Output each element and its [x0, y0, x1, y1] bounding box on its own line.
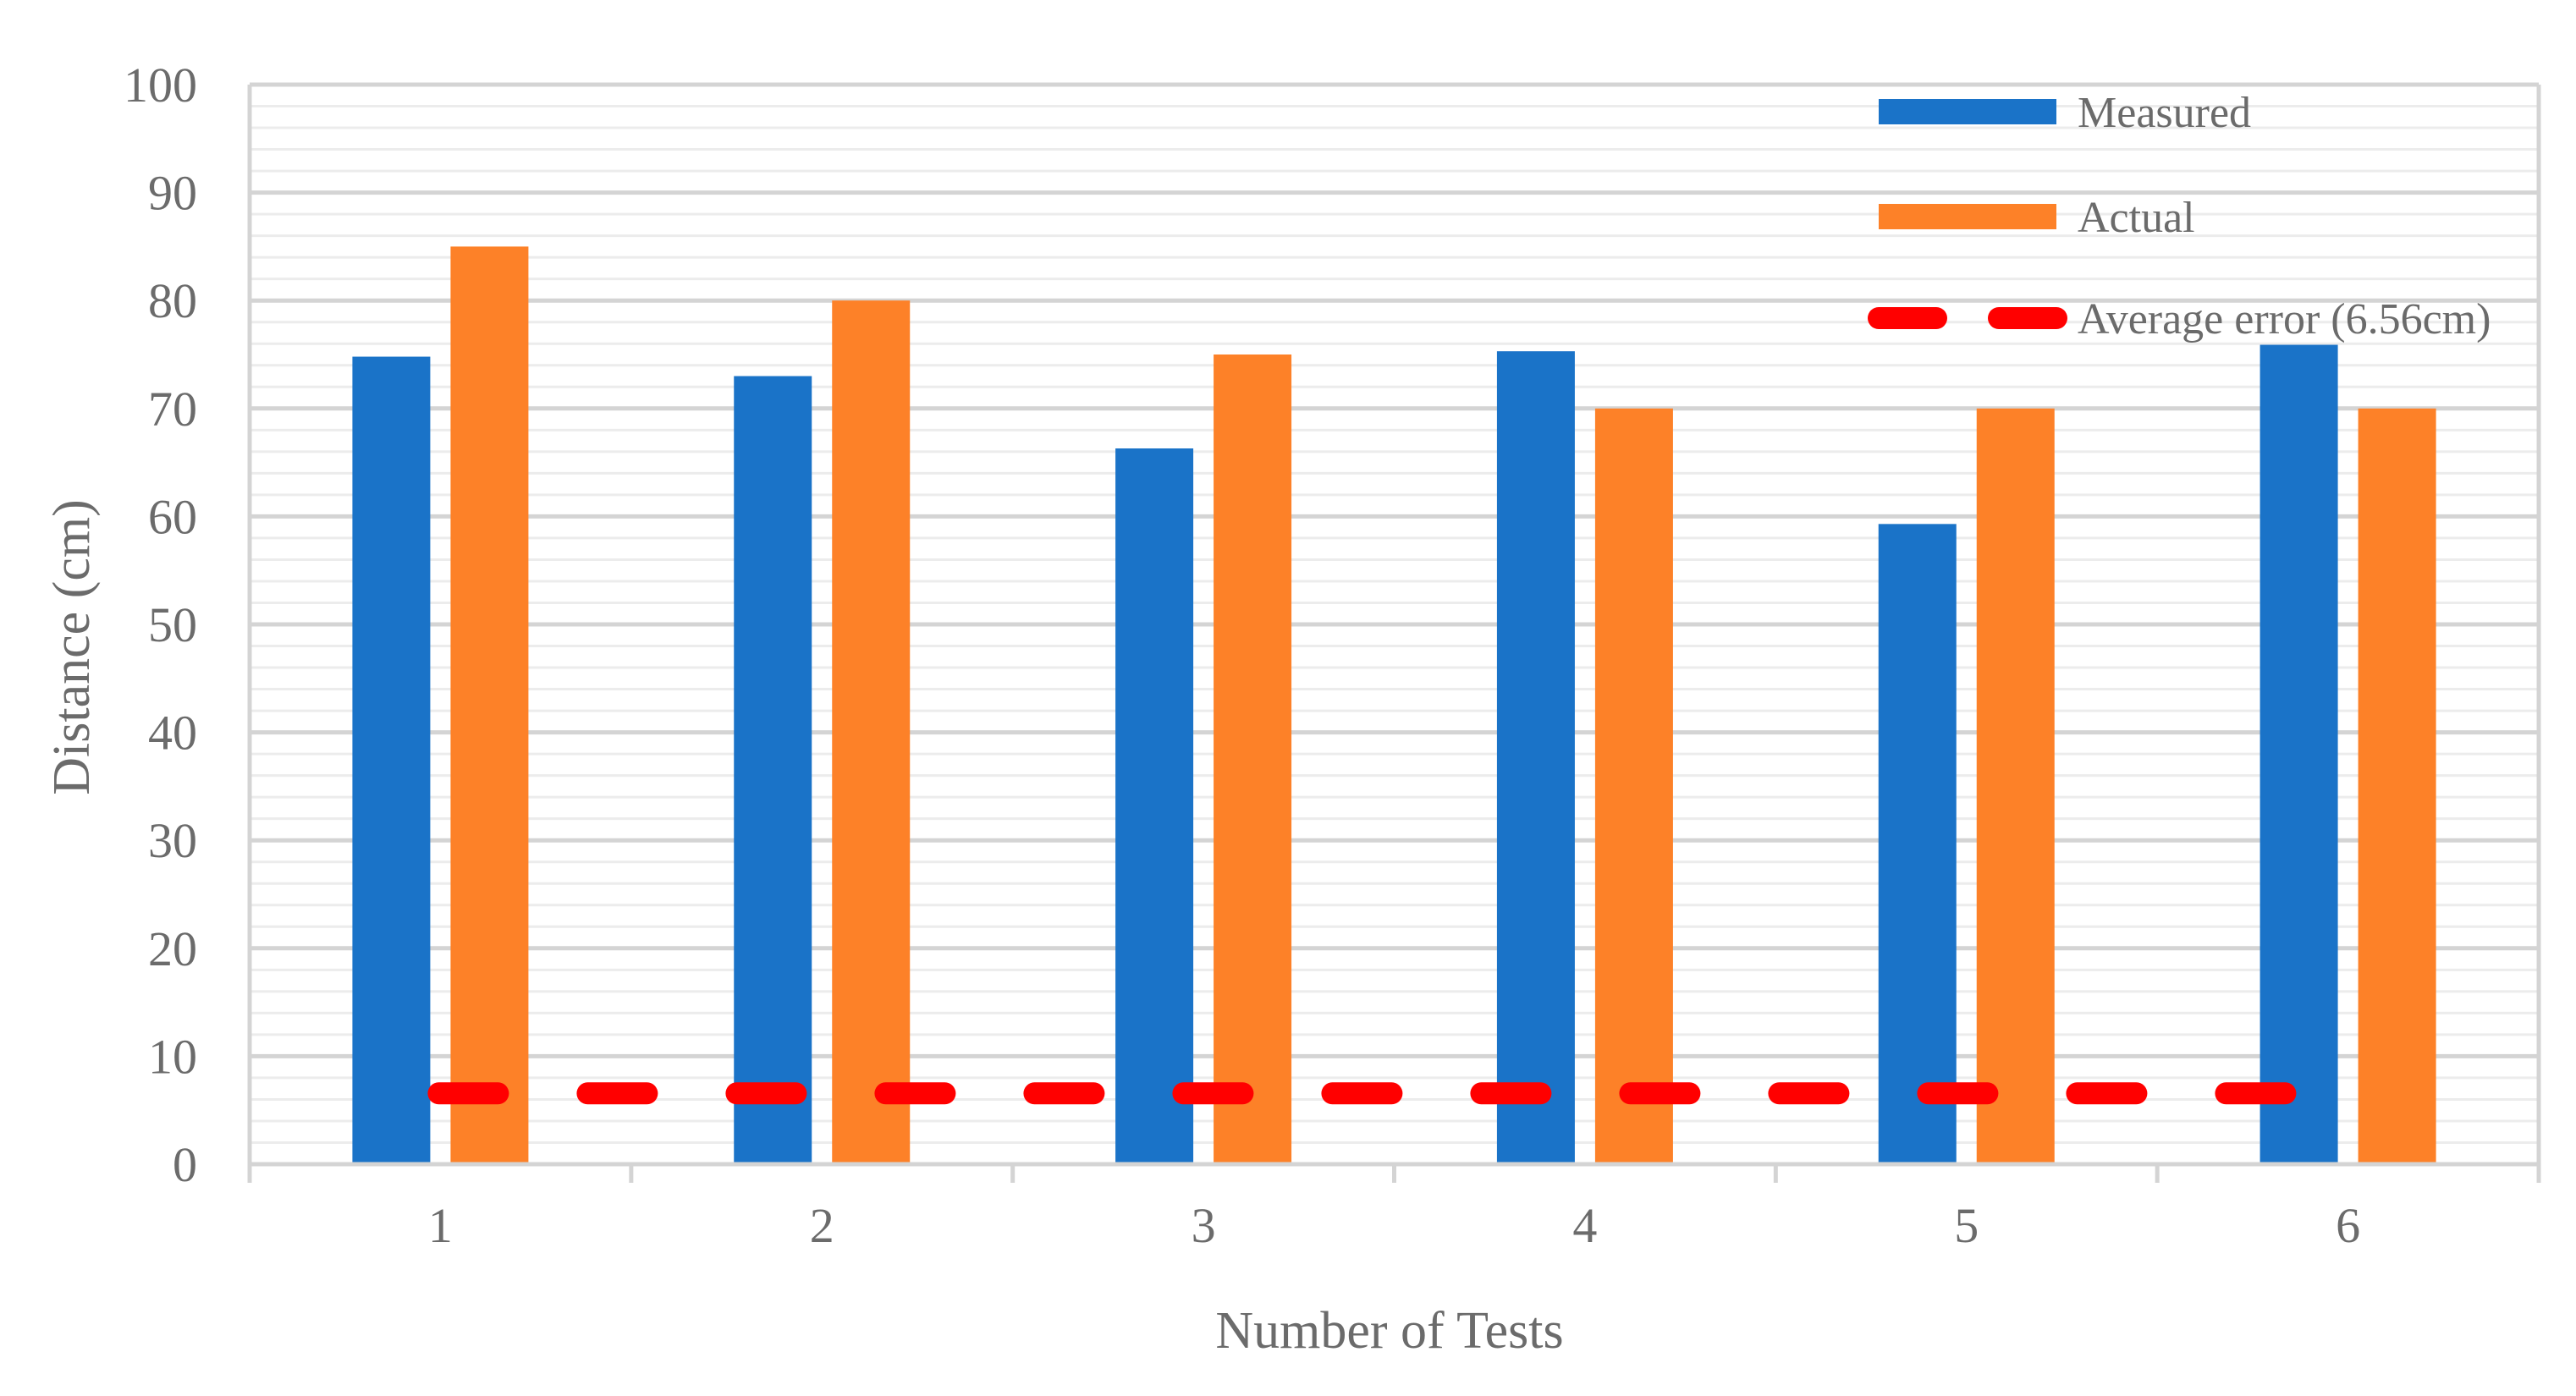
- y-tick-label: 20: [148, 921, 197, 976]
- bars: [352, 246, 2436, 1164]
- bar-measured-3: [1115, 448, 1194, 1164]
- y-axis-title: Distance (cm): [43, 499, 101, 794]
- legend-label-actual: Actual: [2078, 194, 2195, 242]
- bar-measured-6: [2260, 344, 2338, 1164]
- legend-label-measured: Measured: [2078, 89, 2251, 137]
- x-tick-label: 1: [428, 1198, 453, 1253]
- bar-actual-5: [1976, 408, 2055, 1164]
- bar-measured-5: [1878, 524, 1957, 1164]
- x-tick-label: 6: [2336, 1198, 2360, 1253]
- bar-actual-2: [832, 300, 911, 1164]
- x-tick-label: 4: [1572, 1198, 1597, 1253]
- tick-labels: 0 10 20 30 40 50 60 70 80 90 100 1 2 3 4 5 6: [124, 58, 2360, 1253]
- x-tick-label: 3: [1192, 1198, 1216, 1253]
- legend-label-average-error: Average error (6.56cm): [2078, 295, 2491, 344]
- bar-measured-1: [352, 356, 431, 1164]
- bar-measured-2: [734, 376, 812, 1164]
- y-tick-label: 100: [124, 58, 197, 113]
- legend-swatch-actual: [1879, 204, 2056, 229]
- legend: Measured Actual Average error (6.56cm): [1868, 89, 2491, 344]
- y-tick-label: 40: [148, 706, 197, 761]
- bar-actual-6: [2358, 408, 2436, 1164]
- y-tick-label: 10: [148, 1029, 197, 1084]
- x-tick-label: 5: [1954, 1198, 1979, 1253]
- y-tick-label: 90: [148, 166, 197, 221]
- y-tick-label: 60: [148, 489, 197, 544]
- grid: [250, 82, 2539, 1144]
- x-tick-label: 2: [810, 1198, 834, 1253]
- bar-actual-1: [450, 246, 529, 1164]
- legend-swatch-measured: [1879, 99, 2056, 124]
- y-tick-label: 0: [173, 1137, 197, 1192]
- axes: [247, 85, 2541, 1183]
- bar-measured-4: [1496, 351, 1575, 1164]
- x-axis-title: Number of Tests: [1215, 1302, 1563, 1360]
- y-tick-label: 80: [148, 273, 197, 328]
- bar-actual-3: [1214, 354, 1292, 1164]
- bar-actual-4: [1594, 408, 1673, 1164]
- y-tick-label: 50: [148, 597, 197, 652]
- y-tick-label: 70: [148, 382, 197, 437]
- y-tick-label: 30: [148, 813, 197, 868]
